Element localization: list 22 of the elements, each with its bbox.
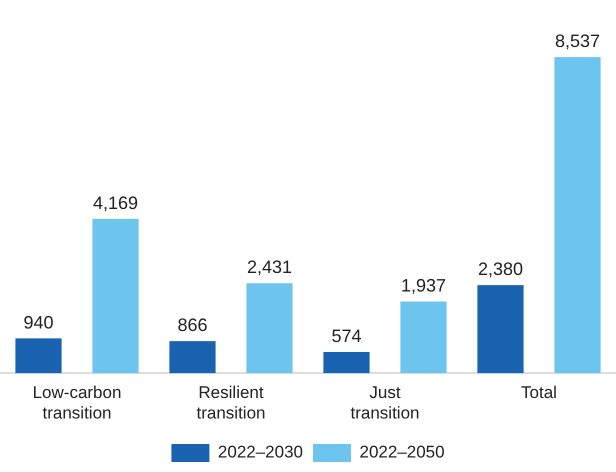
legend-label: 2022–2030	[218, 442, 303, 462]
data-label: 2,431	[246, 257, 292, 278]
data-label: 574	[331, 326, 362, 346]
legend-label: 2022–2050	[360, 442, 445, 462]
bar	[323, 352, 370, 374]
x-tick-label: Just transition	[350, 383, 420, 422]
bar	[554, 57, 601, 374]
data-label: 4,169	[92, 192, 138, 213]
x-tick-label: Low-carbon transition	[32, 383, 122, 422]
x-tick-label: Resilient transition	[196, 383, 266, 422]
data-label: 8,537	[554, 31, 600, 52]
data-label: 1,937	[400, 275, 446, 296]
x-tick-label: Total	[521, 383, 557, 402]
bar	[15, 338, 62, 374]
data-label: 940	[23, 312, 54, 332]
bar	[92, 218, 139, 374]
bar	[246, 283, 293, 374]
bar	[477, 285, 524, 374]
bar	[169, 341, 216, 374]
data-label: 866	[177, 315, 208, 336]
bar	[400, 301, 447, 374]
data-label: 2,380	[478, 259, 524, 280]
